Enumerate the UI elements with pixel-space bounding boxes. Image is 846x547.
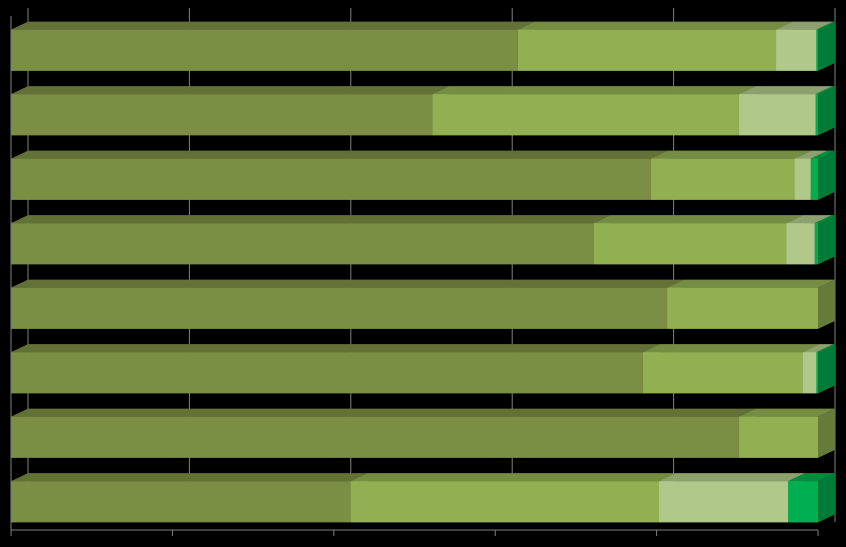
bar-top: [788, 473, 835, 482]
bar-top: [816, 344, 835, 353]
bar-top: [738, 408, 835, 417]
bar-side: [818, 150, 835, 200]
bar-segment: [776, 29, 817, 71]
bar-side: [818, 86, 835, 136]
bar-top: [11, 344, 660, 353]
bar-side: [818, 344, 835, 394]
bar-segment: [350, 481, 660, 523]
bar-top: [667, 279, 835, 288]
bar-segment: [738, 94, 816, 136]
bar-side: [818, 21, 835, 71]
bar-segment: [11, 94, 433, 136]
bar-top: [816, 21, 835, 30]
bar-top: [815, 86, 835, 95]
bar-top: [11, 150, 668, 159]
bar-top: [11, 21, 535, 30]
bar-segment: [11, 481, 351, 523]
bar-top: [11, 215, 611, 224]
bar-segment: [642, 352, 803, 394]
bar-segment: [11, 29, 518, 71]
bar-segment: [659, 481, 789, 523]
bar-segment: [794, 158, 811, 200]
bar-segment: [650, 158, 795, 200]
bar-top: [11, 279, 685, 288]
bar-top: [810, 150, 835, 159]
bar-top: [517, 21, 794, 30]
bar-segment: [788, 481, 818, 523]
bar-top: [802, 344, 834, 353]
bar-segment: [810, 158, 818, 200]
bar-top: [432, 86, 756, 95]
bar-top: [11, 408, 756, 417]
bar-side: [818, 473, 835, 523]
bar-top: [593, 215, 804, 224]
bar-segment: [11, 158, 651, 200]
bar-side: [818, 279, 835, 329]
bar-segment: [814, 223, 818, 265]
bar-top: [794, 150, 828, 159]
bar-top: [659, 473, 806, 482]
bar-segment: [11, 287, 668, 329]
bar-top: [738, 86, 833, 95]
bar-top: [11, 473, 368, 482]
bar-top: [642, 344, 820, 353]
bar-top: [814, 215, 835, 224]
bar-top: [11, 86, 450, 95]
bar-segment: [802, 352, 817, 394]
bar-segment: [517, 29, 777, 71]
bar-segment: [816, 352, 818, 394]
bar-segment: [11, 416, 739, 458]
bar-segment: [786, 223, 815, 265]
bar-top: [776, 21, 834, 30]
bar-segment: [11, 352, 643, 394]
bar-segment: [738, 416, 818, 458]
bar-top: [786, 215, 832, 224]
bar-top: [650, 150, 812, 159]
bar-segment: [667, 287, 818, 329]
bar-segment: [432, 94, 739, 136]
bar-segment: [593, 223, 787, 265]
bar-side: [818, 408, 835, 458]
bar-side: [818, 215, 835, 265]
bar-top: [350, 473, 677, 482]
bar-segment: [815, 94, 818, 136]
bar-segment: [816, 29, 818, 71]
bar-segment: [11, 223, 594, 265]
